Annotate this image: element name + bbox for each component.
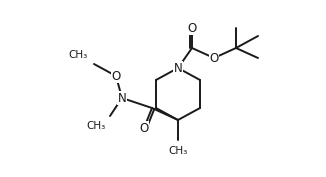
Text: O: O xyxy=(140,121,149,135)
Text: CH₃: CH₃ xyxy=(87,121,106,131)
Text: N: N xyxy=(118,92,126,104)
Text: CH₃: CH₃ xyxy=(69,50,88,60)
Text: N: N xyxy=(174,61,182,75)
Text: O: O xyxy=(111,70,121,82)
Text: O: O xyxy=(187,21,197,35)
Text: O: O xyxy=(209,52,219,64)
Text: CH₃: CH₃ xyxy=(168,146,188,156)
